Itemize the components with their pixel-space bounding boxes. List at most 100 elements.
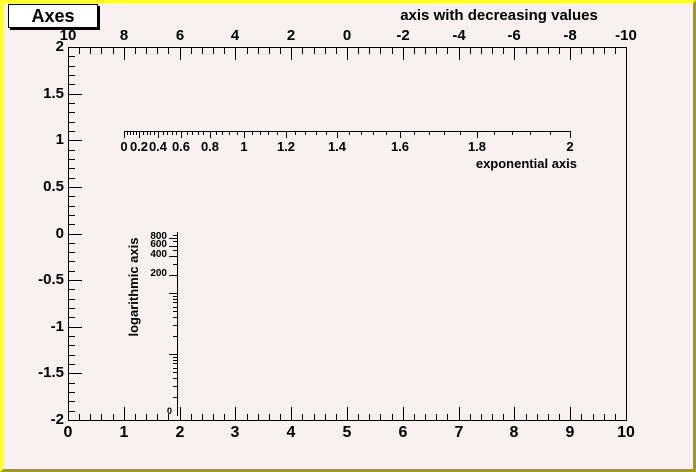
tick-mark <box>492 414 493 421</box>
tick-mark <box>135 414 136 421</box>
left-linear-label: 2 <box>55 38 64 55</box>
tick-mark <box>477 131 478 138</box>
tick-mark <box>429 131 430 135</box>
tick-mark <box>68 131 75 132</box>
tick-mark <box>314 414 315 421</box>
tick-mark <box>124 47 125 60</box>
tick-mark <box>481 414 482 421</box>
tick-mark <box>229 131 230 135</box>
tick-mark <box>224 414 225 421</box>
tick-mark <box>526 414 527 421</box>
exponential-label: 0.2 <box>129 139 149 154</box>
tick-mark <box>222 131 223 135</box>
tick-mark <box>459 407 460 421</box>
tick-mark <box>101 414 102 421</box>
tick-mark <box>173 336 178 337</box>
tick-mark <box>173 250 178 251</box>
left-linear-label: 0.5 <box>43 178 64 195</box>
left-linear-label: -0.5 <box>38 271 64 288</box>
tick-mark <box>169 238 178 239</box>
tick-mark <box>269 47 270 54</box>
tick-mark <box>604 414 605 421</box>
tick-mark <box>548 47 549 54</box>
tick-mark <box>459 47 460 60</box>
tick-mark <box>191 47 192 54</box>
tick-mark <box>291 47 292 60</box>
bottom-linear-label: 7 <box>454 424 464 441</box>
tick-mark <box>143 131 144 135</box>
tick-mark <box>68 187 82 188</box>
tick-mark <box>154 131 155 135</box>
tick-mark <box>146 47 147 54</box>
tick-mark <box>258 47 259 54</box>
tick-mark <box>414 131 415 135</box>
exponential-label: 1.6 <box>390 139 410 154</box>
tick-mark <box>537 414 538 421</box>
tick-mark <box>68 234 82 235</box>
tick-mark <box>444 131 445 135</box>
tick-mark <box>157 47 158 54</box>
bottom-linear-label: 6 <box>398 424 408 441</box>
tick-mark <box>113 414 114 421</box>
exponential-label: 0.8 <box>200 139 220 154</box>
tick-mark <box>361 131 362 135</box>
tick-mark <box>136 131 137 135</box>
top-decreasing-label: 10 <box>59 27 77 44</box>
tick-mark <box>68 47 69 60</box>
bottom-linear-label: 9 <box>565 424 575 441</box>
tick-mark <box>530 131 531 135</box>
tick-mark <box>68 112 75 113</box>
tick-mark <box>113 47 114 54</box>
tick-mark <box>280 414 281 421</box>
tick-mark <box>235 47 236 60</box>
tick-mark <box>447 47 448 54</box>
tick-mark <box>150 131 151 135</box>
tick-mark <box>68 336 75 337</box>
tick-mark <box>68 411 75 412</box>
tick-mark <box>470 47 471 54</box>
tick-mark <box>139 131 140 138</box>
tick-mark <box>503 47 504 54</box>
tick-mark <box>90 414 91 421</box>
exponential-label: 0.6 <box>171 139 191 154</box>
tick-mark <box>180 47 181 60</box>
tick-mark <box>492 47 493 54</box>
tick-mark <box>68 224 75 225</box>
left-linear-label: -2 <box>50 411 64 428</box>
tick-mark <box>68 252 75 253</box>
tick-mark <box>173 235 178 236</box>
top-decreasing-label: 4 <box>230 27 240 44</box>
tick-mark <box>192 131 193 135</box>
tick-mark <box>373 131 374 135</box>
tick-mark <box>291 407 292 421</box>
top-decreasing-label: -6 <box>507 27 521 44</box>
tick-mark <box>68 373 82 374</box>
tick-mark <box>68 392 75 393</box>
tick-mark <box>169 293 178 294</box>
tick-mark <box>403 407 404 421</box>
logarithmic-label: 800 <box>150 231 167 242</box>
tick-mark <box>127 131 128 135</box>
tick-mark <box>68 383 75 384</box>
logarithmic-label: 400 <box>150 249 167 260</box>
tick-mark <box>514 407 515 421</box>
tick-mark <box>173 372 178 373</box>
plot-title: Axes <box>31 5 75 26</box>
tick-mark <box>247 414 248 421</box>
tick-mark <box>336 414 337 421</box>
tick-mark <box>101 47 102 54</box>
tick-mark <box>68 94 82 95</box>
tick-mark <box>470 414 471 421</box>
tick-mark <box>425 414 426 421</box>
tick-mark <box>526 47 527 54</box>
exponential-axis-line <box>124 131 571 132</box>
tick-mark <box>216 131 217 135</box>
tick-mark <box>169 256 178 257</box>
tick-mark <box>181 131 182 138</box>
bottom-linear-label: 3 <box>230 424 240 441</box>
exponential-label: 1 <box>240 139 248 154</box>
logarithmic-label: 600 <box>150 239 167 250</box>
tick-mark <box>68 206 75 207</box>
tick-mark <box>173 325 178 326</box>
